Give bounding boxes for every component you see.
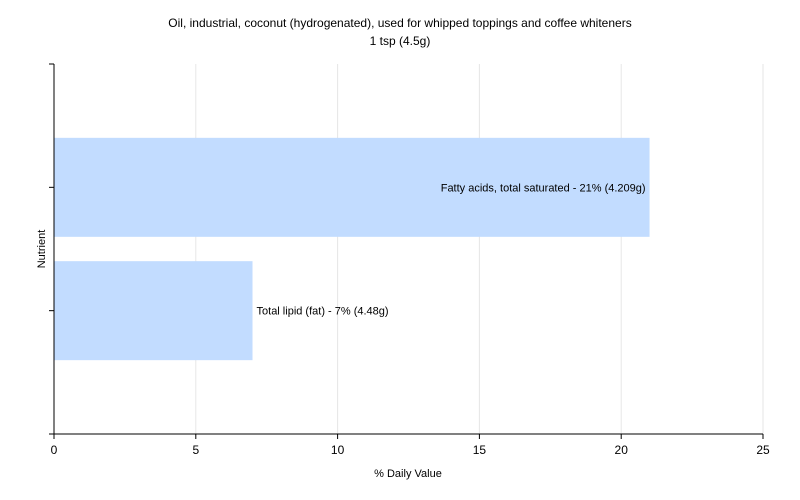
- x-tick-label: 25: [756, 443, 770, 457]
- bars: [54, 137, 650, 361]
- chart-subtitle: 1 tsp (4.5g): [370, 34, 431, 48]
- x-tick-label: 15: [473, 443, 487, 457]
- bar-data-label: Fatty acids, total saturated - 21% (4.20…: [441, 182, 646, 194]
- bar-data-label: Total lipid (fat) - 7% (4.48g): [257, 306, 389, 318]
- chart-title: Oil, industrial, coconut (hydrogenated),…: [168, 16, 631, 30]
- bar: [54, 137, 650, 237]
- x-tick-label: 0: [51, 443, 58, 457]
- bar-data-labels: Fatty acids, total saturated - 21% (4.20…: [257, 182, 646, 317]
- x-axis-title: % Daily Value: [374, 468, 442, 480]
- gridlines: [195, 64, 764, 434]
- x-tick-label: 5: [192, 443, 199, 457]
- bar: [54, 261, 253, 361]
- x-tick-labels: 0 5 10 15 20 25: [51, 443, 770, 457]
- x-tick-label: 10: [331, 443, 345, 457]
- x-tick-label: 20: [615, 443, 629, 457]
- y-axis-title: Nutrient: [36, 230, 48, 269]
- axes: [49, 63, 764, 439]
